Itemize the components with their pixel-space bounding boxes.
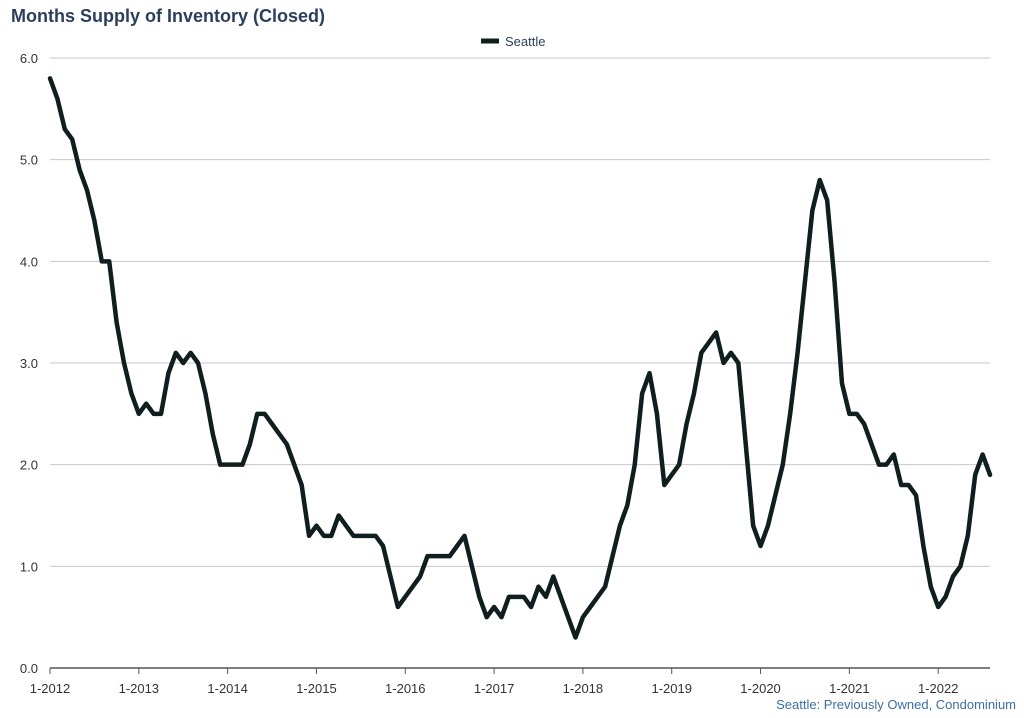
x-tick-label: 1-2016 [385,681,425,696]
legend: Seattle [481,34,545,49]
x-tick-label: 1-2012 [30,681,70,696]
x-tick-label: 1-2018 [563,681,603,696]
series-layer [47,76,993,640]
y-tick-label: 6.0 [20,51,38,66]
gridlines [50,57,990,567]
x-tick-label: 1-2013 [119,681,159,696]
y-tick-label: 1.0 [20,559,38,574]
chart-title: Months Supply of Inventory (Closed) [11,6,325,26]
x-tick-label: 1-2020 [740,681,780,696]
x-tick-label: 1-2014 [207,681,247,696]
x-tick-label: 1-2021 [829,681,869,696]
y-tick-label: 0.0 [20,661,38,676]
x-tick-label: 1-2015 [296,681,336,696]
x-tick-label: 1-2017 [474,681,514,696]
chart-footnote: Seattle: Previously Owned, Condominium [776,697,1016,712]
y-tick-label: 5.0 [20,153,38,168]
legend-label-seattle: Seattle [505,34,545,49]
y-tick-label: 2.0 [20,458,38,473]
y-tick-label: 3.0 [20,356,38,371]
x-tick-label: 1-2022 [918,681,958,696]
series-line-seattle [47,76,993,640]
y-tick-label: 4.0 [20,254,38,269]
axes: 0.0 1.0 2.0 3.0 4.0 5.0 6.0 1-2012 1-2013 1-2014 1… [20,51,990,696]
x-tick-label: 1-2019 [651,681,691,696]
